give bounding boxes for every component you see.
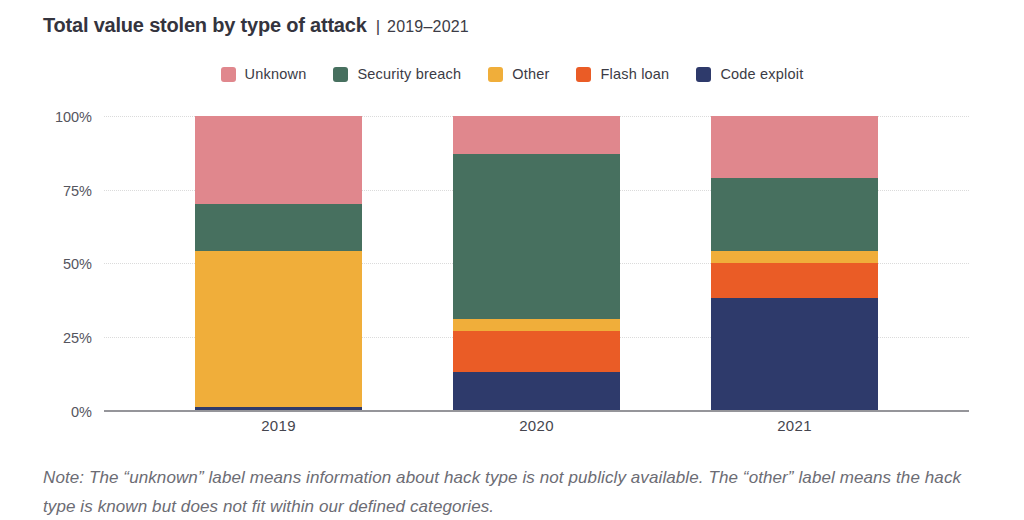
bar-2019 xyxy=(195,116,362,410)
bar-segment-flash-loan-2021 xyxy=(711,263,878,298)
chart-title: Total value stolen by type of attack | 2… xyxy=(43,14,994,37)
bar-segment-security-breach-2021 xyxy=(711,178,878,252)
bar-segment-unknown-2021 xyxy=(711,116,878,178)
legend-item-flash-loan: Flash loan xyxy=(576,66,669,82)
y-tick-label-25: 25% xyxy=(32,330,92,345)
chart-title-period: 2019–2021 xyxy=(387,18,469,36)
legend-label: Code exploit xyxy=(720,66,803,82)
chart-title-separator: | xyxy=(376,17,380,37)
x-tick-label-2019: 2019 xyxy=(195,417,362,434)
y-tick-label-50: 50% xyxy=(32,257,92,272)
bar-segment-security-breach-2020 xyxy=(453,154,620,319)
legend-label: Flash loan xyxy=(600,66,669,82)
bar-segment-security-breach-2019 xyxy=(195,204,362,251)
x-tick-label-2020: 2020 xyxy=(453,417,620,434)
chart-title-main: Total value stolen by type of attack xyxy=(43,14,367,37)
legend-swatch-unknown xyxy=(221,67,236,82)
x-axis-baseline: 0% xyxy=(104,410,969,412)
bar-segment-code-exploit-2020 xyxy=(453,372,620,410)
footnote: Note: The “unknown” label means informat… xyxy=(43,463,993,520)
chart-figure: Total value stolen by type of attack | 2… xyxy=(0,0,1024,520)
bar-segment-code-exploit-2019 xyxy=(195,407,362,410)
legend-swatch-code-exploit xyxy=(696,67,711,82)
x-tick-label-2021: 2021 xyxy=(711,417,878,434)
legend: Unknown Security breach Other Flash loan Cod… xyxy=(0,66,1024,82)
legend-item-code-exploit: Code exploit xyxy=(696,66,803,82)
legend-swatch-flash-loan xyxy=(576,67,591,82)
plot-area: 0%25%50%75%100% xyxy=(104,116,969,410)
bar-segment-code-exploit-2021 xyxy=(711,298,878,410)
bars xyxy=(104,116,969,410)
bar-segment-other-2021 xyxy=(711,251,878,263)
bar-segment-flash-loan-2020 xyxy=(453,331,620,372)
bar-segment-other-2020 xyxy=(453,319,620,331)
legend-swatch-security-breach xyxy=(333,67,348,82)
bar-2020 xyxy=(453,116,620,410)
bar-2021 xyxy=(711,116,878,410)
legend-swatch-other xyxy=(488,67,503,82)
y-tick-label-0: 0% xyxy=(32,405,92,420)
legend-item-unknown: Unknown xyxy=(221,66,307,82)
bar-segment-other-2019 xyxy=(195,251,362,407)
y-tick-label-100: 100% xyxy=(32,110,92,125)
bar-segment-unknown-2019 xyxy=(195,116,362,204)
legend-item-security-breach: Security breach xyxy=(333,66,461,82)
y-tick-label-75: 75% xyxy=(32,183,92,198)
legend-item-other: Other xyxy=(488,66,549,82)
bar-segment-unknown-2020 xyxy=(453,116,620,154)
legend-label: Other xyxy=(512,66,549,82)
legend-label: Security breach xyxy=(357,66,461,82)
x-axis-labels: 2019 2020 2021 xyxy=(104,417,969,434)
legend-label: Unknown xyxy=(245,66,307,82)
